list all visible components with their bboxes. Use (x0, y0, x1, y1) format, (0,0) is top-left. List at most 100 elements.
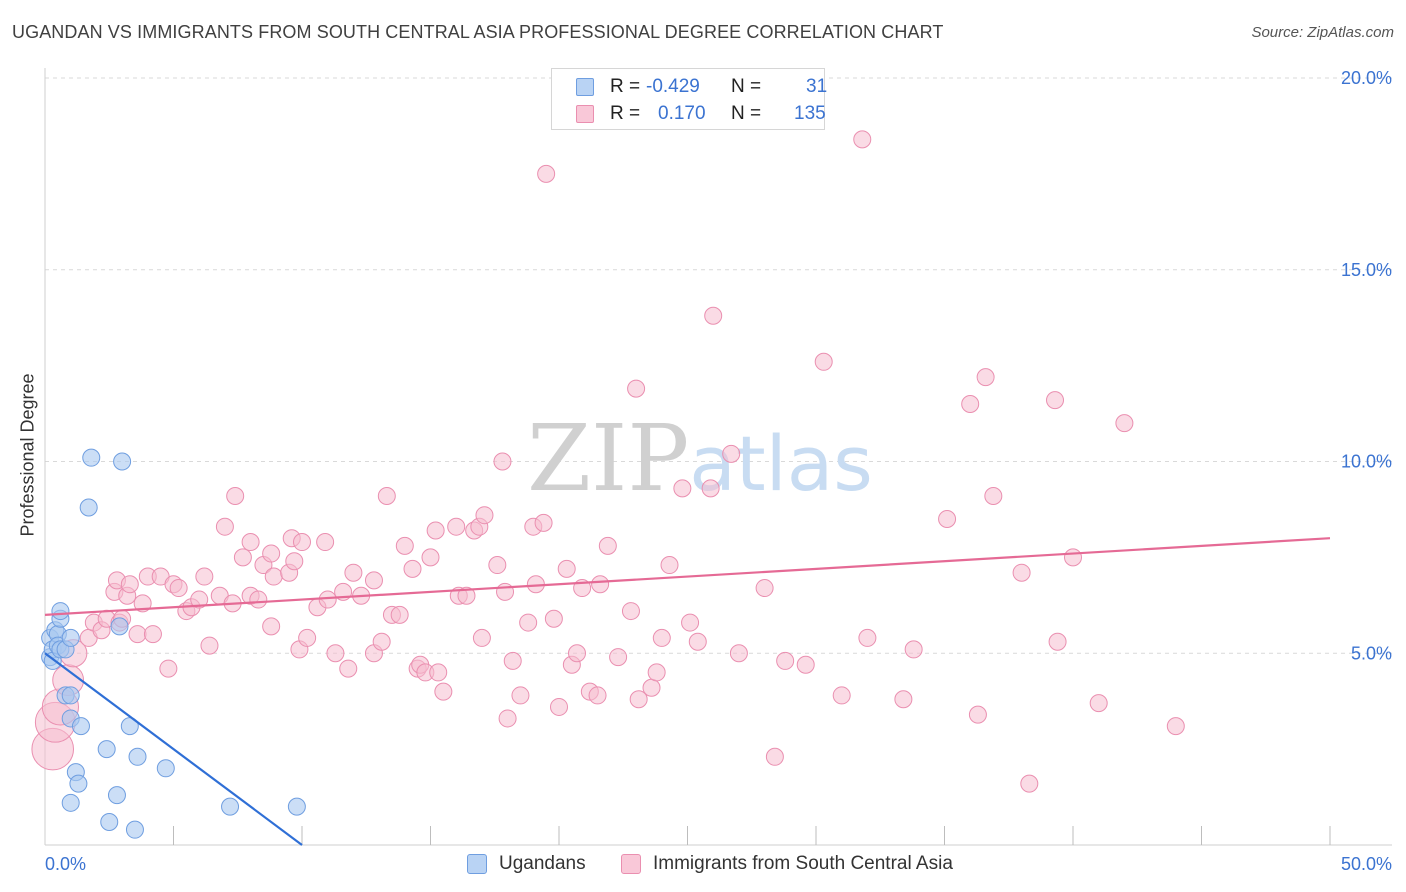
point-immigrants (621, 602, 640, 621)
point-immigrants (647, 663, 666, 682)
point-immigrants (904, 640, 923, 659)
point-immigrants (293, 533, 311, 552)
point-ugandans (71, 717, 90, 736)
point-immigrants (421, 548, 440, 567)
point-immigrants (488, 556, 507, 575)
point-immigrants (169, 579, 188, 598)
point-immigrants (285, 552, 304, 571)
point-ugandans (110, 617, 129, 636)
point-immigrants (642, 678, 661, 697)
point-immigrants (200, 636, 219, 655)
point-immigrants (984, 487, 1003, 506)
point-immigrants (143, 625, 162, 644)
point-immigrants (1089, 694, 1108, 713)
point-immigrants (629, 690, 648, 709)
point-ugandans (79, 498, 98, 517)
point-immigrants (652, 628, 671, 647)
point-immigrants (534, 513, 553, 532)
point-immigrants (496, 582, 515, 601)
point-immigrants (765, 747, 784, 766)
point-immigrants (627, 379, 646, 398)
point-immigrants (264, 567, 283, 586)
point-immigrants (544, 609, 563, 628)
y-axis-label: Professional Degree (17, 373, 38, 537)
point-immigrants (722, 444, 741, 463)
point-ugandans (125, 820, 144, 839)
point-immigrants (519, 613, 538, 632)
legend-swatch-ugandans (467, 854, 487, 874)
point-immigrants (814, 352, 833, 371)
x-tick-label: 50.0% (1341, 854, 1392, 874)
point-immigrants (429, 663, 448, 682)
point-immigrants (858, 628, 877, 647)
point-immigrants (226, 487, 245, 506)
point-immigrants (776, 651, 795, 670)
point-ugandans (287, 797, 306, 816)
y-tick-label: 20.0% (1341, 68, 1392, 88)
point-immigrants (598, 536, 617, 555)
point-immigrants (316, 533, 335, 552)
watermark-atlas: atlas (689, 419, 873, 508)
point-ugandans (107, 786, 126, 805)
point-immigrants (434, 682, 453, 701)
legend-swatch-ugandans (576, 78, 594, 96)
point-immigrants (364, 571, 383, 590)
point-immigrants (133, 594, 152, 613)
point-immigrants (660, 556, 679, 575)
point-immigrants (673, 479, 692, 498)
n-label: N = (731, 76, 762, 97)
legend-label-ugandans: Ugandans (499, 853, 586, 874)
y-tick-label: 5.0% (1351, 643, 1392, 663)
point-immigrants (832, 686, 851, 705)
point-immigrants (1064, 548, 1082, 567)
point-immigrants (498, 709, 517, 728)
point-immigrants (233, 548, 252, 567)
point-immigrants (894, 690, 913, 709)
point-immigrants (537, 164, 556, 183)
point-ugandans (97, 740, 116, 759)
r-label: R = (610, 76, 641, 97)
trend-lines (44, 537, 1331, 846)
legend-swatch-immigrants (621, 854, 641, 874)
point-immigrants (262, 617, 281, 636)
point-immigrants (215, 517, 234, 536)
point-ugandans (61, 628, 80, 647)
point-immigrants (701, 479, 720, 498)
point-immigrants (567, 644, 586, 663)
point-immigrants (241, 533, 260, 552)
point-immigrants (588, 686, 607, 705)
point-immigrants (318, 590, 337, 609)
legend-swatch-immigrants (576, 105, 594, 123)
point-immigrants (591, 575, 610, 594)
point-immigrants (1020, 774, 1039, 793)
point-immigrants (976, 368, 995, 387)
point-immigrants (557, 559, 576, 578)
point-immigrants (395, 536, 414, 555)
point-immigrants (609, 648, 628, 667)
n-value-immigrants: 135 (794, 103, 826, 124)
trend-line-ugandans (44, 652, 303, 846)
point-immigrants (1012, 563, 1031, 582)
point-immigrants (1166, 717, 1185, 736)
stats-legend: R = -0.429 N = 31 R = 0.170 N = 135 (551, 68, 827, 130)
point-immigrants (195, 567, 214, 586)
point-immigrants (961, 394, 980, 413)
point-immigrants (688, 632, 707, 651)
point-immigrants (159, 659, 178, 678)
point-immigrants (457, 586, 476, 605)
point-immigrants (503, 651, 522, 670)
point-ugandans (51, 602, 70, 621)
r-value-immigrants: 0.170 (658, 103, 706, 124)
point-immigrants (249, 590, 268, 609)
y-tick-label: 10.0% (1341, 452, 1392, 472)
r-value-ugandans: -0.429 (646, 76, 700, 97)
chart-title: UGANDAN VS IMMIGRANTS FROM SOUTH CENTRAL… (12, 22, 944, 42)
point-immigrants (1046, 391, 1065, 410)
point-immigrants (326, 644, 345, 663)
x-tick-label: 0.0% (45, 854, 86, 874)
point-immigrants (796, 655, 815, 674)
chart-source: Source: ZipAtlas.com (1251, 24, 1394, 41)
point-immigrants (681, 613, 700, 632)
point-immigrants (298, 628, 317, 647)
point-ugandans (221, 797, 240, 816)
